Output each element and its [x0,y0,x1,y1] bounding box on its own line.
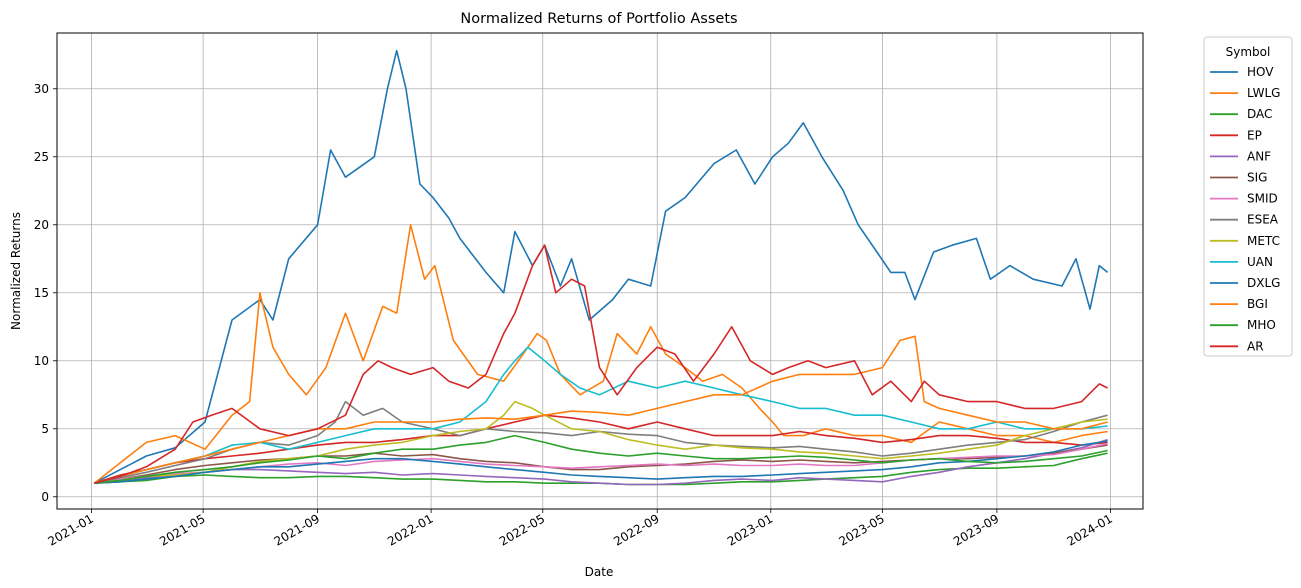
y-tick-label: 0 [41,490,49,504]
y-tick-label: 20 [34,218,49,232]
chart-title: Normalized Returns of Portfolio Assets [460,11,737,27]
series-line-uan [93,346,1108,484]
legend-label: BGI [1247,297,1268,311]
series-line-ar [93,244,1108,484]
legend-label: ANF [1247,149,1271,163]
legend-box [1203,36,1293,357]
legend-title: Symbol [1226,45,1271,59]
y-tick-label: 5 [41,422,49,436]
series-line-ep [93,414,1108,484]
legend-label: DAC [1247,107,1272,121]
series-line-hov [93,49,1109,484]
series-line-bgi [93,335,1108,484]
series-line-anf [94,438,1108,486]
legend-label: EP [1247,128,1262,142]
series-line-esea [94,400,1108,484]
y-tick-label: 15 [34,286,49,300]
y-tick-label: 25 [34,150,49,164]
y-tick-label: 10 [34,354,49,368]
legend: Symbol HOV LWLG DAC EP ANF SIG SMID ESEA METC UAN… [1203,36,1293,357]
legend-label: HOV [1247,65,1274,79]
x-axis-title: Date [585,565,614,579]
legend-label: METC [1247,234,1280,248]
legend-label: DXLG [1247,276,1280,290]
legend-label: LWLG [1247,86,1280,100]
y-axis-title: Normalized Returns [9,212,23,330]
legend-label: MHO [1247,318,1276,332]
series-line-mho [94,434,1108,484]
y-axis: 0 5 10 15 20 25 30 [34,82,57,504]
legend-label: SIG [1247,171,1267,185]
series-lines [93,49,1109,486]
legend-label: AR [1247,339,1264,353]
legend-label: ESEA [1247,213,1279,227]
legend-label: SMID [1247,192,1278,206]
series-line-metc [94,400,1108,484]
plot-frame [56,32,1144,510]
legend-label: UAN [1247,255,1273,269]
series-line-dxlg [94,440,1108,484]
y-tick-label: 30 [34,82,49,96]
grid-lines [57,33,1143,509]
